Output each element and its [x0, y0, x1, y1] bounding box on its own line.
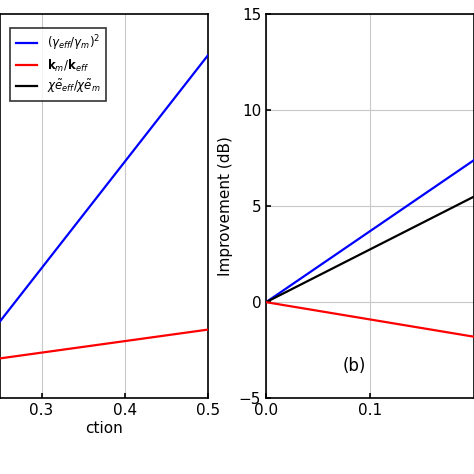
X-axis label: ction: ction	[85, 421, 123, 436]
Legend: $(\gamma_{eff}/\gamma_m)^2$, $\mathbf{k}_m/\mathbf{k}_{eff}$, $\chi\tilde{e}_{ef: $(\gamma_{eff}/\gamma_m)^2$, $\mathbf{k}…	[10, 28, 106, 101]
Y-axis label: Improvement (dB): Improvement (dB)	[219, 136, 233, 276]
Text: (b): (b)	[343, 356, 366, 374]
